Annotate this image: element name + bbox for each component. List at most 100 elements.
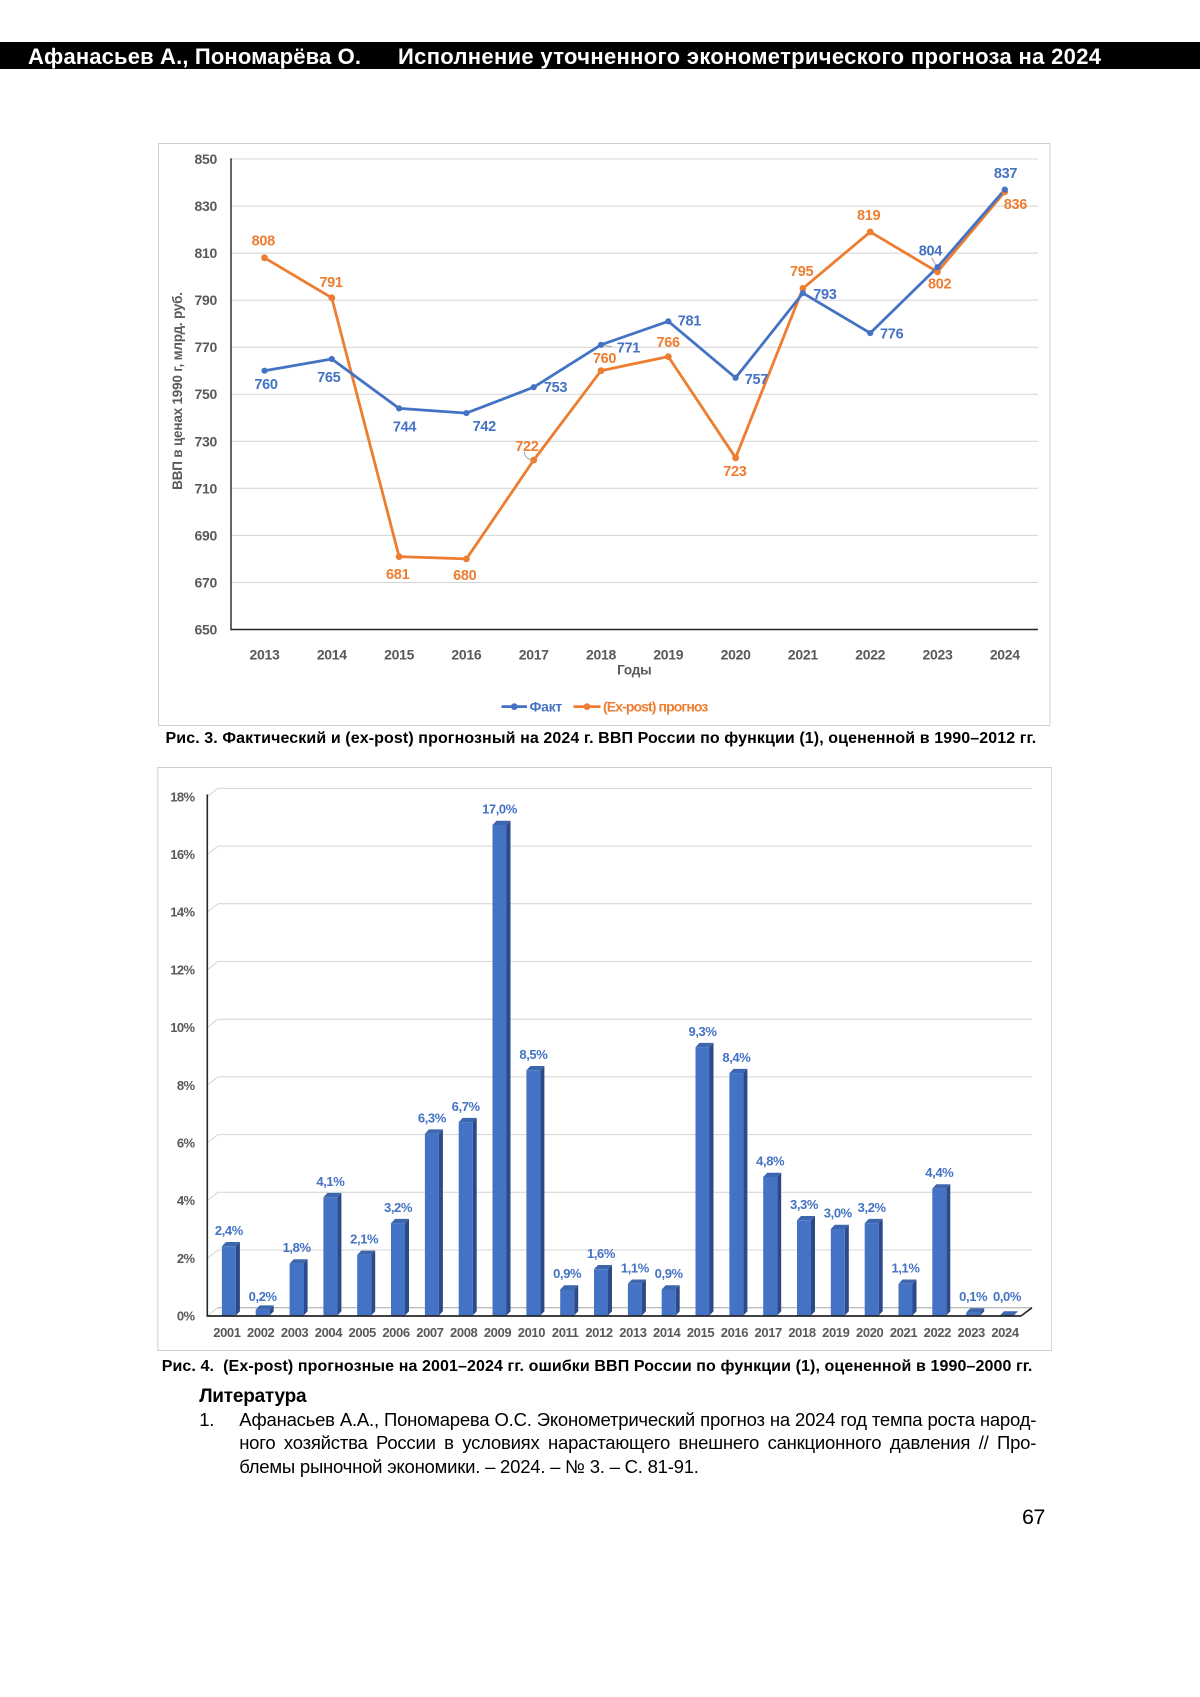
svg-text:0,9%: 0,9% <box>655 1266 684 1281</box>
svg-text:742: 742 <box>473 419 497 435</box>
svg-text:765: 765 <box>317 370 341 386</box>
svg-text:2018: 2018 <box>586 647 616 663</box>
svg-text:2019: 2019 <box>822 1325 849 1340</box>
svg-text:2019: 2019 <box>653 647 683 663</box>
svg-text:795: 795 <box>790 264 814 280</box>
svg-text:850: 850 <box>195 151 218 167</box>
svg-text:680: 680 <box>453 568 477 584</box>
svg-text:9,3%: 9,3% <box>688 1024 717 1039</box>
svg-text:771: 771 <box>617 341 641 357</box>
svg-text:722: 722 <box>515 439 539 455</box>
svg-text:2,4%: 2,4% <box>215 1223 244 1238</box>
svg-text:793: 793 <box>813 287 837 303</box>
svg-text:0,1%: 0,1% <box>959 1289 988 1304</box>
svg-text:808: 808 <box>252 234 276 250</box>
svg-text:16%: 16% <box>170 847 195 862</box>
svg-text:2012: 2012 <box>585 1325 612 1340</box>
svg-text:2024: 2024 <box>991 1325 1019 1340</box>
svg-text:4,4%: 4,4% <box>925 1165 954 1180</box>
svg-text:12%: 12% <box>170 962 195 977</box>
svg-text:2016: 2016 <box>451 647 481 663</box>
svg-text:790: 790 <box>195 292 218 308</box>
svg-text:2015: 2015 <box>384 647 414 663</box>
svg-text:1,1%: 1,1% <box>621 1260 650 1275</box>
svg-text:760: 760 <box>254 377 278 393</box>
svg-text:830: 830 <box>195 198 218 214</box>
svg-text:2%: 2% <box>177 1251 196 1266</box>
svg-text:2011: 2011 <box>552 1325 579 1340</box>
svg-text:10%: 10% <box>170 1020 195 1035</box>
svg-text:1,8%: 1,8% <box>283 1240 312 1255</box>
svg-text:2017: 2017 <box>755 1325 782 1340</box>
svg-text:690: 690 <box>195 527 218 543</box>
svg-text:2024: 2024 <box>990 647 1020 663</box>
svg-text:723: 723 <box>723 464 747 480</box>
svg-text:836: 836 <box>1004 197 1028 213</box>
svg-text:3,3%: 3,3% <box>790 1197 819 1212</box>
svg-text:(Ex-post) прогноз: (Ex-post) прогноз <box>603 698 708 714</box>
svg-text:2023: 2023 <box>923 647 953 663</box>
svg-text:2015: 2015 <box>687 1325 714 1340</box>
svg-text:710: 710 <box>195 480 218 496</box>
svg-text:791: 791 <box>319 275 343 291</box>
svg-text:730: 730 <box>195 433 218 449</box>
svg-text:2001: 2001 <box>213 1325 240 1340</box>
svg-text:3,2%: 3,2% <box>384 1200 413 1215</box>
svg-text:ВВП в ценах 1990 г, млрд. руб.: ВВП в ценах 1990 г, млрд. руб. <box>170 292 185 490</box>
svg-text:0,2%: 0,2% <box>249 1289 278 1304</box>
svg-text:2002: 2002 <box>247 1325 274 1340</box>
svg-text:2022: 2022 <box>855 647 885 663</box>
svg-text:650: 650 <box>195 622 218 638</box>
svg-text:757: 757 <box>745 372 769 388</box>
svg-text:2023: 2023 <box>958 1325 985 1340</box>
svg-text:1,6%: 1,6% <box>587 1246 616 1261</box>
svg-text:0,0%: 0,0% <box>993 1289 1022 1304</box>
svg-text:2005: 2005 <box>349 1325 376 1340</box>
svg-text:2014: 2014 <box>317 647 347 663</box>
svg-text:770: 770 <box>195 339 218 355</box>
svg-text:804: 804 <box>919 244 943 260</box>
svg-text:810: 810 <box>195 245 218 261</box>
svg-text:3,2%: 3,2% <box>858 1200 887 1215</box>
svg-text:8,5%: 8,5% <box>519 1047 548 1062</box>
svg-text:670: 670 <box>195 575 218 591</box>
svg-text:8%: 8% <box>177 1078 196 1093</box>
svg-text:Годы: Годы <box>617 662 651 677</box>
svg-text:0%: 0% <box>177 1309 196 1324</box>
svg-text:Факт: Факт <box>530 698 563 714</box>
svg-text:14%: 14% <box>170 905 195 920</box>
svg-text:2008: 2008 <box>450 1325 477 1340</box>
svg-text:760: 760 <box>593 351 617 367</box>
svg-text:1,1%: 1,1% <box>891 1260 920 1275</box>
svg-text:17,0%: 17,0% <box>482 802 518 817</box>
svg-text:2004: 2004 <box>315 1325 343 1340</box>
svg-text:4,8%: 4,8% <box>756 1154 785 1169</box>
svg-text:2013: 2013 <box>250 647 280 663</box>
svg-text:2014: 2014 <box>653 1325 681 1340</box>
svg-text:2010: 2010 <box>518 1325 545 1340</box>
svg-text:2018: 2018 <box>788 1325 815 1340</box>
svg-text:2007: 2007 <box>416 1325 443 1340</box>
svg-text:4%: 4% <box>177 1193 196 1208</box>
svg-text:2017: 2017 <box>519 647 549 663</box>
svg-text:776: 776 <box>880 327 904 343</box>
svg-text:750: 750 <box>195 386 218 402</box>
svg-text:2020: 2020 <box>856 1325 883 1340</box>
svg-text:6,7%: 6,7% <box>452 1099 481 1114</box>
svg-text:4,1%: 4,1% <box>316 1174 345 1189</box>
svg-text:2021: 2021 <box>788 647 818 663</box>
svg-text:2021: 2021 <box>890 1325 917 1340</box>
svg-text:2009: 2009 <box>484 1325 511 1340</box>
svg-text:6%: 6% <box>177 1136 196 1151</box>
svg-text:2,1%: 2,1% <box>350 1232 379 1247</box>
svg-text:2013: 2013 <box>619 1325 646 1340</box>
svg-text:802: 802 <box>928 276 952 292</box>
svg-text:3,0%: 3,0% <box>824 1206 853 1221</box>
svg-text:0,9%: 0,9% <box>553 1266 582 1281</box>
svg-text:744: 744 <box>393 419 417 435</box>
svg-text:681: 681 <box>386 567 410 583</box>
svg-text:2020: 2020 <box>721 647 751 663</box>
svg-text:837: 837 <box>994 166 1018 182</box>
svg-text:2022: 2022 <box>924 1325 951 1340</box>
svg-text:819: 819 <box>857 208 881 224</box>
